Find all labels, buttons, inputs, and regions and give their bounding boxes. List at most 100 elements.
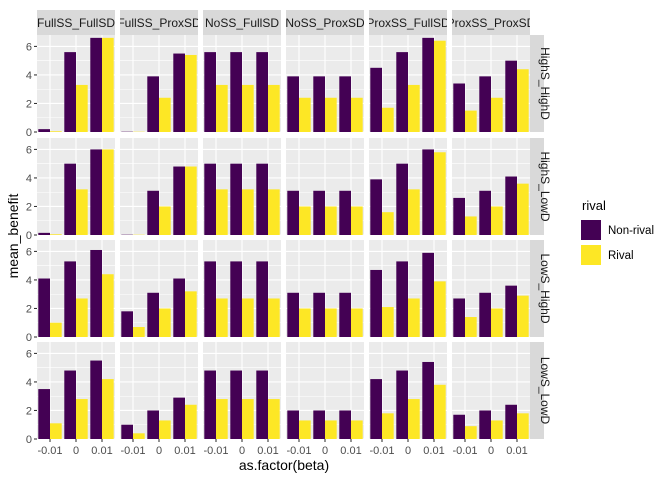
bar-nonrival — [121, 311, 133, 337]
panel-HighS_HighD-ProxSS_ProxSD — [452, 35, 530, 133]
bar-rival — [434, 384, 446, 439]
x-tick-label: -0.01 — [452, 445, 477, 457]
bar-nonrival — [64, 52, 76, 132]
bar-nonrival — [453, 414, 465, 439]
panel-LowS_LowD-FullSS_ProxSD — [120, 342, 198, 440]
bar-nonrival — [204, 52, 216, 132]
bar-rival — [491, 97, 503, 132]
x-tick-label: 0 — [405, 445, 411, 457]
col-strip-label: NoSS_FullSD — [205, 16, 279, 30]
bar-nonrival — [396, 261, 408, 337]
row-strip-label: LowS_HighD — [538, 253, 552, 323]
bar-nonrival — [422, 149, 434, 235]
row-strip-label: HighS_LowD — [538, 151, 552, 221]
row-strip-bg — [530, 35, 544, 132]
bar-rival — [325, 97, 337, 132]
bar-rival — [242, 298, 254, 337]
bar-rival — [242, 84, 254, 132]
y-axis-title: mean_benefit — [5, 193, 21, 278]
bar-nonrival — [422, 37, 434, 133]
panel-HighS_LowD-FullSS_FullSD — [37, 138, 115, 236]
bar-rival — [382, 212, 394, 235]
panel-LowS_HighD-NoSS_FullSD — [203, 240, 281, 338]
bar-nonrival — [313, 76, 325, 132]
x-tick-label: 0 — [156, 445, 162, 457]
bar-rival — [102, 149, 114, 235]
bar-rival — [76, 84, 88, 132]
bar-nonrival — [121, 424, 133, 439]
x-tick-label: 0 — [73, 445, 79, 457]
bar-nonrival — [90, 249, 102, 337]
panel-HighS_LowD-NoSS_ProxSD — [286, 138, 364, 236]
col-strip-FullSS_FullSD: FullSS_FullSD — [37, 10, 115, 35]
legend-key-rival — [581, 245, 601, 265]
bar-rival — [299, 308, 311, 337]
bar-rival — [159, 308, 171, 337]
panel-HighS_HighD-FullSS_FullSD — [37, 35, 115, 133]
bar-rival — [102, 379, 114, 439]
panel-LowS_HighD-NoSS_ProxSD — [286, 240, 364, 338]
col-strip-label: ProxSS_FullSD — [366, 16, 450, 30]
bar-rival — [268, 298, 280, 337]
bar-rival — [242, 189, 254, 235]
panel-HighS_LowD-ProxSS_ProxSD — [452, 138, 530, 236]
bar-nonrival — [173, 397, 185, 439]
bar-rival — [434, 152, 446, 235]
bar-rival — [185, 54, 197, 132]
panel-LowS_HighD-FullSS_FullSD — [37, 240, 115, 338]
panel-LowS_LowD-NoSS_FullSD — [203, 342, 281, 440]
y-tick-label: 6 — [26, 246, 32, 258]
bar-rival — [185, 291, 197, 337]
y-tick-label: 4 — [26, 70, 32, 82]
bar-rival — [133, 433, 145, 439]
bar-nonrival — [90, 360, 102, 439]
bar-rival — [491, 308, 503, 337]
bar-nonrival — [287, 410, 299, 439]
bar-rival — [50, 234, 62, 235]
bar-rival — [268, 189, 280, 235]
bar-rival — [408, 189, 420, 235]
bar-nonrival — [147, 410, 159, 439]
bar-rival — [351, 206, 363, 235]
bar-rival — [299, 97, 311, 132]
y-tick-label: 2 — [26, 303, 32, 315]
x-tick-label: -0.01 — [120, 445, 145, 457]
axes-layer: 0 2 4 6 0 2 4 6 0 2 4 6 0 2 4 6 -0.01 0 0.01 -0.01 0 0.01 -0.0… — [26, 41, 528, 457]
bar-nonrival — [453, 83, 465, 132]
bar-nonrival — [256, 52, 268, 132]
x-tick-label: 0.01 — [340, 445, 361, 457]
bar-rival — [50, 423, 62, 439]
bar-rival — [102, 37, 114, 133]
bar-rival — [325, 206, 337, 235]
y-tick-label: 4 — [26, 377, 32, 389]
bar-rival — [465, 317, 477, 337]
bar-nonrival — [313, 190, 325, 235]
bar-rival — [408, 399, 420, 439]
bar-rival — [434, 40, 446, 132]
panel-HighS_HighD-NoSS_ProxSD — [286, 35, 364, 133]
bar-rival — [517, 413, 529, 439]
bar-nonrival — [370, 67, 382, 132]
bar-nonrival — [204, 163, 216, 235]
bar-rival — [159, 97, 171, 132]
bar-rival — [268, 84, 280, 132]
x-tick-label: 0.01 — [91, 445, 112, 457]
panel-LowS_HighD-FullSS_ProxSD — [120, 240, 198, 338]
y-tick-label: 0 — [26, 434, 32, 446]
bar-rival — [408, 84, 420, 132]
x-tick-label: 0.01 — [174, 445, 195, 457]
y-tick-label: 0 — [26, 127, 32, 139]
bar-nonrival — [173, 278, 185, 337]
panel-HighS_HighD-NoSS_FullSD — [203, 35, 281, 133]
bar-rival — [216, 84, 228, 132]
bar-nonrival — [287, 190, 299, 235]
bar-nonrival — [339, 410, 351, 439]
legend-label-rival: Rival — [608, 250, 634, 262]
bar-nonrival — [64, 163, 76, 235]
bar-nonrival — [287, 292, 299, 337]
bar-rival — [76, 189, 88, 235]
bar-rival — [382, 307, 394, 337]
x-tick-label: -0.01 — [37, 445, 62, 457]
bar-nonrival — [453, 298, 465, 337]
bar-rival — [465, 110, 477, 132]
